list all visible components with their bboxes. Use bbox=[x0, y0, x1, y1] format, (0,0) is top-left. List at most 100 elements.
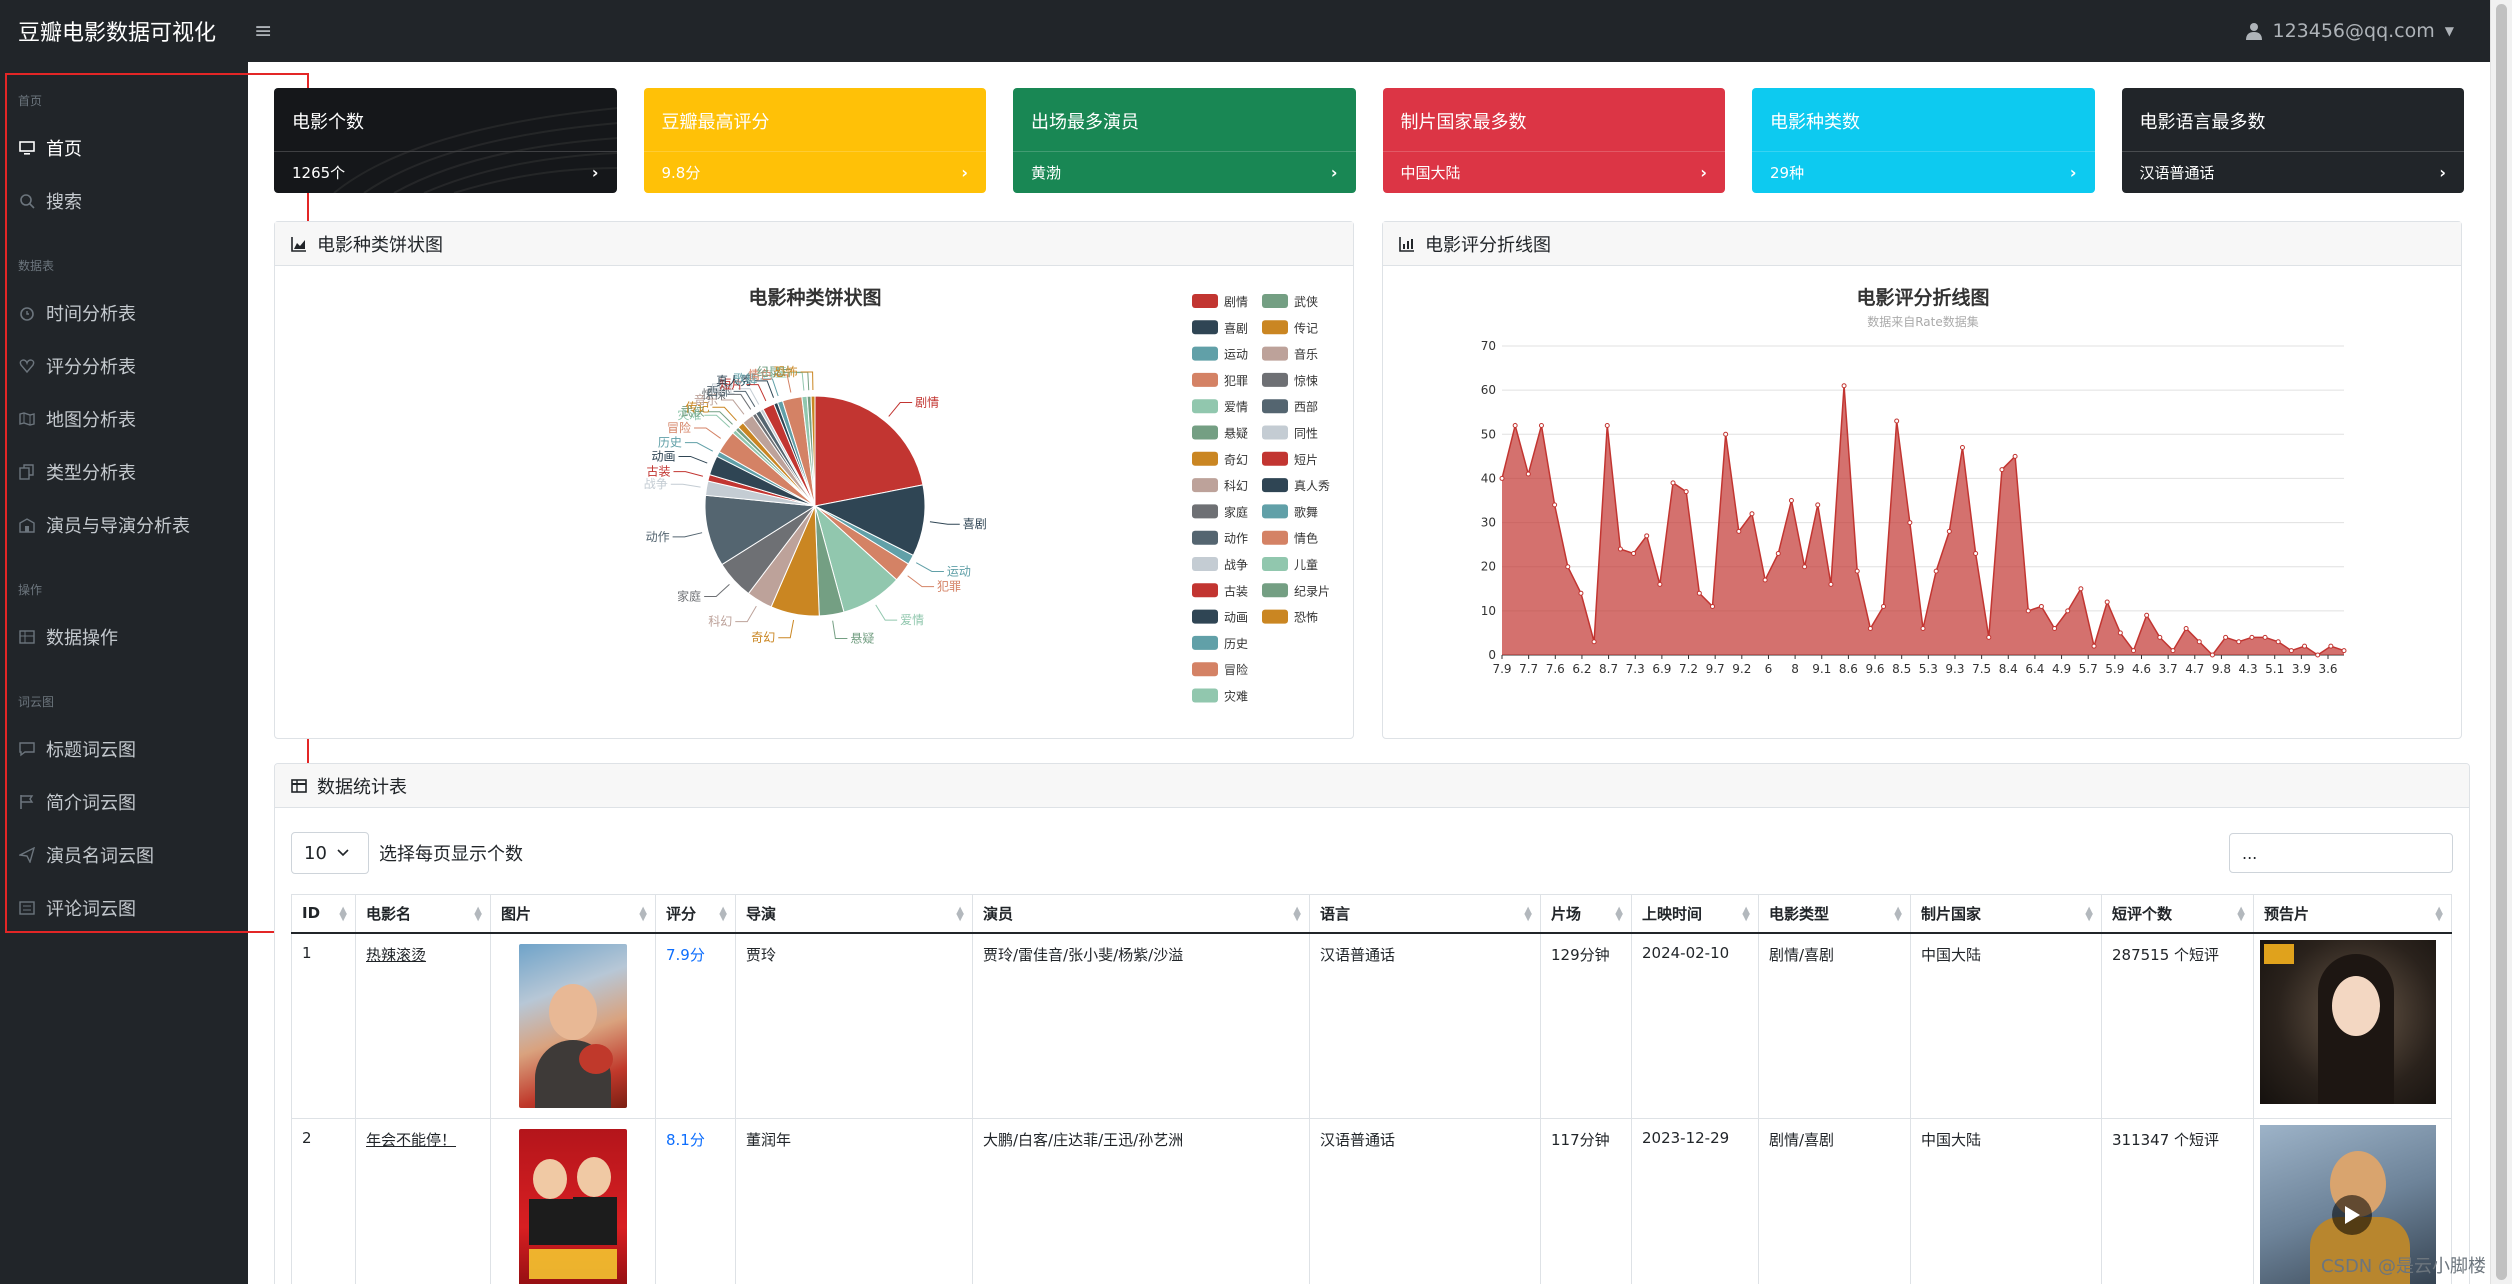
column-header[interactable]: 预告片 ▲ ▼ bbox=[2253, 894, 2452, 934]
column-header[interactable]: 片场 ▲ ▼ bbox=[1540, 894, 1632, 934]
cell-date: 2023-12-29 bbox=[1631, 1117, 1759, 1284]
table-search-input[interactable] bbox=[2229, 833, 2453, 873]
pie-chart-panel: 电影种类饼状图 电影种类饼状图 剧情 喜剧 运动 犯罪 爱情 悬疑 奇幻 科幻 家庭 动作 战争 古装动… bbox=[274, 221, 1354, 739]
column-header[interactable]: 电影名 ▲ ▼ bbox=[355, 894, 491, 934]
sidebar-item-label: 地图分析表 bbox=[46, 409, 136, 431]
page-size-select[interactable]: 10 bbox=[291, 832, 369, 874]
card-title: 出场最多演员 bbox=[1031, 112, 1139, 133]
panel-header: 电影评分折线图 bbox=[1383, 222, 2461, 266]
scrollbar-thumb[interactable] bbox=[2496, 4, 2507, 1280]
legend-swatch bbox=[1262, 530, 1288, 545]
column-header[interactable]: 制片国家 ▲ ▼ bbox=[1910, 894, 2102, 934]
stat-card-top-actor[interactable]: 出场最多演员 黄渤 › bbox=[1013, 88, 1356, 193]
column-header[interactable]: 评分 ▲ ▼ bbox=[655, 894, 736, 934]
column-label: 电影类型 bbox=[1769, 904, 1830, 923]
column-header[interactable]: 上映时间 ▲ ▼ bbox=[1631, 894, 1759, 934]
pie-label-line bbox=[735, 605, 757, 623]
chevron-right-icon: › bbox=[2439, 163, 2446, 182]
play-icon[interactable] bbox=[2332, 1194, 2372, 1235]
y-tick-label: 0 bbox=[1488, 648, 1496, 662]
data-point bbox=[1512, 422, 1518, 428]
column-header[interactable]: 演员 ▲ ▼ bbox=[972, 894, 1310, 934]
stat-card-top-rating[interactable]: 豆瓣最高评分 9.8分 › bbox=[643, 88, 986, 193]
legend-label: 灾难 bbox=[1224, 689, 1248, 704]
x-tick-label: 7.3 bbox=[1626, 662, 1645, 676]
x-tick-label: 4.7 bbox=[2185, 662, 2204, 676]
data-point bbox=[1973, 550, 1979, 556]
y-tick-label: 10 bbox=[1481, 604, 1496, 618]
stat-card-movie-count[interactable]: 电影个数 1265个 › bbox=[274, 88, 617, 193]
legend-label: 歌舞 bbox=[1294, 504, 1318, 519]
column-header[interactable]: ID ▲ ▼ bbox=[291, 894, 356, 934]
sidebar-item-search[interactable]: 搜索 bbox=[0, 174, 248, 227]
sidebar-item-title-wordcloud[interactable]: 标题词云图 bbox=[0, 722, 248, 775]
card-title: 电影语言最多数 bbox=[2139, 112, 2266, 133]
legend-swatch bbox=[1192, 662, 1218, 677]
legend-label: 纪录片 bbox=[1294, 584, 1330, 598]
column-header[interactable]: 图片 ▲ ▼ bbox=[490, 894, 656, 934]
x-tick-label: 7.6 bbox=[1546, 662, 1565, 676]
sidebar-item-home[interactable]: 首页 bbox=[0, 121, 248, 174]
pie-label-line bbox=[778, 619, 795, 639]
column-header[interactable]: 短评个数 ▲ ▼ bbox=[2101, 894, 2254, 934]
column-header[interactable]: 电影类型 ▲ ▼ bbox=[1758, 894, 1911, 934]
panel-header: 数据统计表 bbox=[275, 764, 2469, 808]
y-tick-label: 60 bbox=[1481, 383, 1496, 397]
trailer-preview[interactable] bbox=[2260, 1124, 2436, 1284]
x-tick-label: 5.1 bbox=[2265, 662, 2284, 676]
pie-label: 同性 bbox=[711, 382, 735, 396]
app-brand[interactable]: 豆瓣电影数据可视化 bbox=[18, 21, 217, 46]
x-tick-label: 5.3 bbox=[1919, 662, 1938, 676]
sidebar-section-title: 词云图 bbox=[18, 695, 55, 709]
column-label: 制片国家 bbox=[1921, 904, 1982, 923]
data-point bbox=[2117, 630, 2123, 636]
movie-title-link[interactable]: 热辣滚烫 bbox=[366, 945, 427, 964]
pie-label-line bbox=[728, 393, 752, 410]
cell-id: 1 bbox=[291, 932, 356, 1119]
sidebar-item-data-operation[interactable]: 数据操作 bbox=[0, 610, 248, 663]
pie-label: 情色 bbox=[748, 368, 772, 382]
data-point bbox=[1841, 383, 1847, 389]
x-tick-label: 3.9 bbox=[2292, 662, 2311, 676]
stat-card-top-language[interactable]: 电影语言最多数 汉语普通话 › bbox=[2121, 88, 2464, 193]
stat-card-genre-count[interactable]: 电影种类数 29种 › bbox=[1752, 88, 2095, 193]
x-tick-label: 4.9 bbox=[2052, 662, 2071, 676]
column-header[interactable]: 语言 ▲ ▼ bbox=[1309, 894, 1541, 934]
data-point bbox=[2302, 643, 2308, 649]
movie-poster-image[interactable] bbox=[519, 943, 627, 1108]
pie-label-line bbox=[760, 378, 779, 397]
x-tick-label: 8.5 bbox=[1892, 662, 1911, 676]
column-header[interactable]: 导演 ▲ ▼ bbox=[735, 894, 973, 934]
trailer-preview[interactable] bbox=[2260, 939, 2436, 1104]
column-label: 上映时间 bbox=[1642, 904, 1703, 923]
sidebar-item-actor-director-analysis[interactable]: 演员与导演分析表 bbox=[0, 498, 248, 551]
stat-card-top-country[interactable]: 制片国家最多数 中国大陆 › bbox=[1382, 88, 1725, 193]
x-tick-label: 8.6 bbox=[1839, 662, 1858, 676]
movie-poster-image[interactable] bbox=[519, 1128, 627, 1284]
legend-swatch bbox=[1192, 557, 1218, 571]
sidebar-item-summary-wordcloud[interactable]: 简介词云图 bbox=[0, 775, 248, 828]
data-point bbox=[1788, 498, 1794, 503]
pie-label: 歌舞 bbox=[733, 371, 757, 386]
legend-swatch bbox=[1262, 504, 1288, 519]
data-point bbox=[2183, 626, 2189, 632]
user-menu[interactable]: 123456@qq.com ▼ bbox=[2246, 20, 2454, 42]
menu-toggle-icon[interactable]: ≡ bbox=[254, 18, 273, 44]
sidebar-item-time-analysis[interactable]: 时间分析表 bbox=[0, 286, 248, 339]
vertical-scrollbar[interactable] bbox=[2490, 0, 2512, 1284]
sidebar-item-comment-wordcloud[interactable]: 评论词云图 bbox=[0, 881, 248, 934]
panel-title: 数据统计表 bbox=[317, 776, 407, 798]
legend-swatch bbox=[1262, 609, 1288, 624]
sidebar-item-type-analysis[interactable]: 类型分析表 bbox=[0, 445, 248, 498]
sidebar-item-rating-analysis[interactable]: 评分分析表 bbox=[0, 339, 248, 392]
cell-name: 年会不能停！ bbox=[355, 1117, 491, 1284]
sidebar-item-actor-wordcloud[interactable]: 演员名词云图 bbox=[0, 828, 248, 881]
pie-slice bbox=[813, 484, 926, 557]
movie-title-link[interactable]: 年会不能停！ bbox=[366, 1130, 457, 1149]
monitor-icon bbox=[18, 139, 36, 157]
data-point bbox=[1854, 568, 1860, 574]
sidebar-item-map-analysis[interactable]: 地图分析表 bbox=[0, 392, 248, 445]
chevron-right-icon: › bbox=[1700, 163, 1707, 182]
data-point bbox=[2078, 586, 2084, 592]
data-point bbox=[2170, 648, 2176, 654]
